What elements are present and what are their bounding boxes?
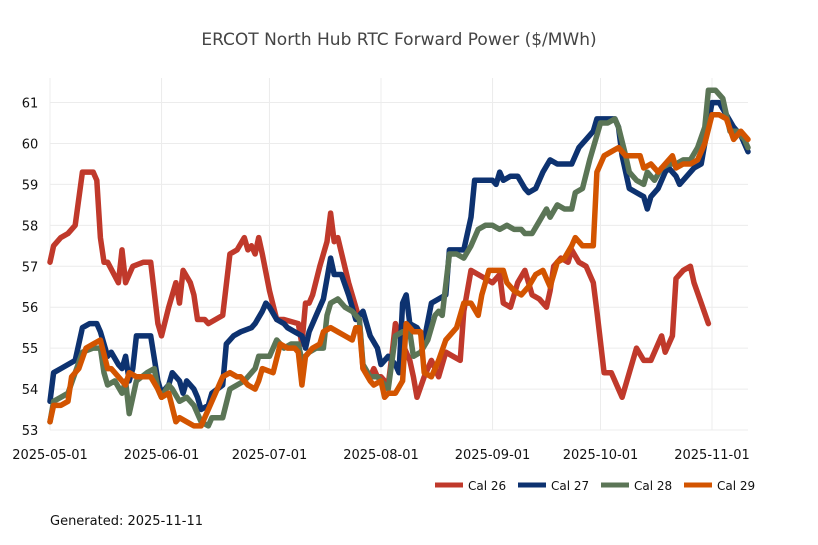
x-tick-label: 2025-06-01 bbox=[124, 448, 200, 463]
x-tick-label: 2025-09-01 bbox=[455, 448, 531, 463]
y-tick-label: 57 bbox=[22, 260, 39, 275]
legend: Cal 26 Cal 27 Cal 28 Cal 29 bbox=[435, 479, 755, 493]
y-tick-label: 56 bbox=[22, 301, 39, 316]
x-axis-ticks: 2025-05-01 2025-06-01 2025-07-01 2025-08-01… bbox=[12, 448, 750, 463]
generated-footer: Generated: 2025-11-11 bbox=[50, 514, 203, 529]
y-tick-label: 58 bbox=[22, 219, 39, 234]
series-line-cal-29 bbox=[47, 112, 751, 429]
x-tick-label: 2025-08-01 bbox=[343, 448, 419, 463]
legend-label: Cal 27 bbox=[551, 479, 589, 493]
series-layer bbox=[47, 87, 751, 429]
y-axis-ticks: 53 54 55 56 57 58 59 60 61 bbox=[22, 97, 39, 439]
y-tick-label: 54 bbox=[22, 383, 39, 398]
y-tick-label: 53 bbox=[22, 424, 39, 439]
grid-layer bbox=[49, 78, 748, 431]
y-tick-label: 60 bbox=[22, 137, 39, 152]
x-tick-label: 2025-10-01 bbox=[563, 448, 639, 463]
series-line-cal-27 bbox=[47, 99, 751, 413]
y-tick-label: 59 bbox=[22, 178, 39, 193]
legend-label: Cal 29 bbox=[717, 479, 755, 493]
y-tick-label: 61 bbox=[22, 97, 39, 112]
x-tick-label: 2025-07-01 bbox=[232, 448, 308, 463]
x-tick-label: 2025-05-01 bbox=[12, 448, 88, 463]
series-line-cal-28 bbox=[47, 87, 751, 429]
x-tick-label: 2025-11-01 bbox=[674, 448, 750, 463]
y-tick-label: 55 bbox=[22, 342, 39, 357]
legend-label: Cal 28 bbox=[634, 479, 672, 493]
legend-label: Cal 26 bbox=[468, 479, 506, 493]
chart-title: ERCOT North Hub RTC Forward Power ($/MWh… bbox=[201, 30, 596, 50]
